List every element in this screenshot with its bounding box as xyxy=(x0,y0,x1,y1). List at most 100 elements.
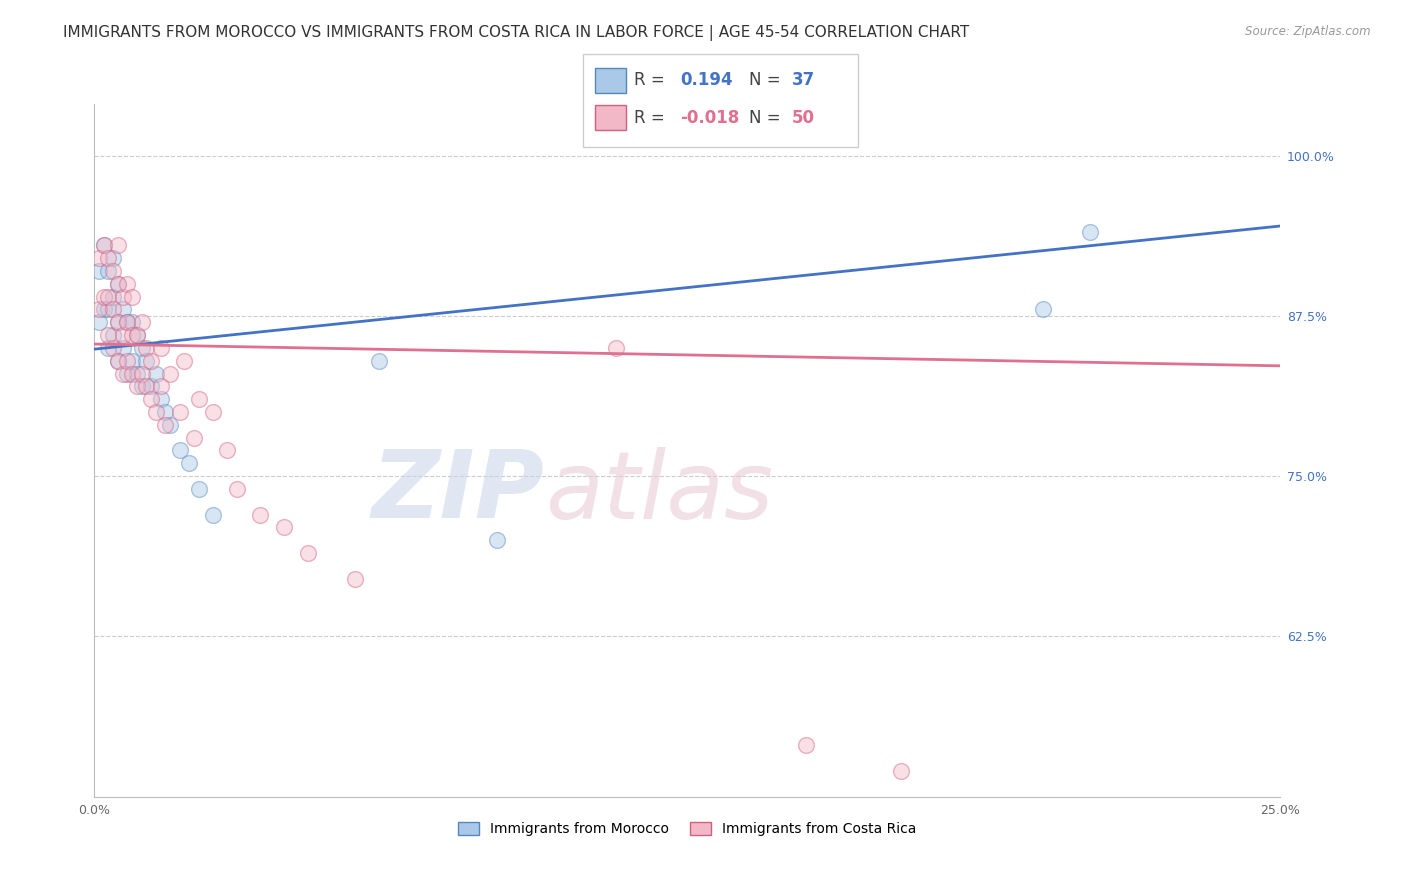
Point xyxy=(1032,302,1054,317)
Point xyxy=(121,289,143,303)
Legend: Immigrants from Morocco, Immigrants from Costa Rica: Immigrants from Morocco, Immigrants from… xyxy=(453,817,922,842)
Point xyxy=(121,367,143,381)
Point xyxy=(155,417,177,432)
Point xyxy=(187,482,209,496)
Point xyxy=(131,315,153,329)
Point xyxy=(794,739,817,753)
Point xyxy=(135,341,157,355)
Point xyxy=(93,302,115,317)
Text: 0.194: 0.194 xyxy=(681,71,733,89)
Point xyxy=(155,405,177,419)
Point xyxy=(93,238,115,252)
Point xyxy=(159,367,181,381)
Point xyxy=(97,341,120,355)
Point xyxy=(117,367,139,381)
Point xyxy=(135,379,157,393)
Point xyxy=(141,392,163,407)
Point xyxy=(149,379,172,393)
Text: R =: R = xyxy=(634,109,671,127)
Point xyxy=(131,341,153,355)
Point xyxy=(111,328,134,343)
Point xyxy=(97,251,120,265)
Point xyxy=(97,302,120,317)
Point xyxy=(169,405,191,419)
Point xyxy=(97,328,120,343)
Point xyxy=(93,238,115,252)
Point xyxy=(117,353,139,368)
Point xyxy=(173,353,195,368)
Point xyxy=(87,302,110,317)
Point xyxy=(605,341,627,355)
Point xyxy=(111,341,134,355)
Text: 50: 50 xyxy=(792,109,814,127)
Point xyxy=(201,508,224,522)
Point xyxy=(187,392,209,407)
Point xyxy=(103,302,125,317)
Point xyxy=(145,367,167,381)
Point xyxy=(201,405,224,419)
Point xyxy=(141,379,163,393)
Text: 37: 37 xyxy=(792,71,815,89)
Point xyxy=(111,367,134,381)
Text: IMMIGRANTS FROM MOROCCO VS IMMIGRANTS FROM COSTA RICA IN LABOR FORCE | AGE 45-54: IMMIGRANTS FROM MOROCCO VS IMMIGRANTS FR… xyxy=(63,25,970,41)
Point xyxy=(135,353,157,368)
Point xyxy=(87,264,110,278)
Text: atlas: atlas xyxy=(544,447,773,538)
Point xyxy=(149,392,172,407)
Point xyxy=(249,508,271,522)
Point xyxy=(103,328,125,343)
Point xyxy=(103,289,125,303)
Text: ZIP: ZIP xyxy=(373,446,544,538)
Point xyxy=(145,405,167,419)
Point xyxy=(121,315,143,329)
Point xyxy=(183,431,205,445)
Point xyxy=(273,520,295,534)
Point xyxy=(103,341,125,355)
Point xyxy=(131,379,153,393)
Text: N =: N = xyxy=(749,109,786,127)
Point xyxy=(107,277,129,291)
Text: -0.018: -0.018 xyxy=(681,109,740,127)
Point xyxy=(117,315,139,329)
Point xyxy=(1078,226,1101,240)
Point xyxy=(93,289,115,303)
Point xyxy=(889,764,911,778)
Point xyxy=(149,341,172,355)
Point xyxy=(87,251,110,265)
Point xyxy=(107,277,129,291)
Text: Source: ZipAtlas.com: Source: ZipAtlas.com xyxy=(1246,25,1371,38)
Text: N =: N = xyxy=(749,71,786,89)
Point xyxy=(107,315,129,329)
Point xyxy=(297,546,319,560)
Point xyxy=(103,251,125,265)
Point xyxy=(179,456,201,470)
Point xyxy=(367,353,389,368)
Point xyxy=(117,315,139,329)
Point xyxy=(169,443,191,458)
Point xyxy=(125,367,148,381)
Point xyxy=(125,328,148,343)
Point xyxy=(111,289,134,303)
Point xyxy=(87,315,110,329)
Point xyxy=(125,379,148,393)
Point xyxy=(344,572,367,586)
Point xyxy=(107,353,129,368)
Point xyxy=(103,264,125,278)
Point xyxy=(107,238,129,252)
Point xyxy=(225,482,247,496)
Point xyxy=(125,328,148,343)
Point xyxy=(107,353,129,368)
Point xyxy=(215,443,238,458)
Point xyxy=(131,367,153,381)
Point xyxy=(141,353,163,368)
Point xyxy=(159,417,181,432)
Point xyxy=(97,264,120,278)
Point xyxy=(486,533,509,548)
Point xyxy=(117,277,139,291)
Point xyxy=(121,353,143,368)
Point xyxy=(107,315,129,329)
Point xyxy=(121,328,143,343)
Point xyxy=(97,289,120,303)
Point xyxy=(111,302,134,317)
Text: R =: R = xyxy=(634,71,671,89)
